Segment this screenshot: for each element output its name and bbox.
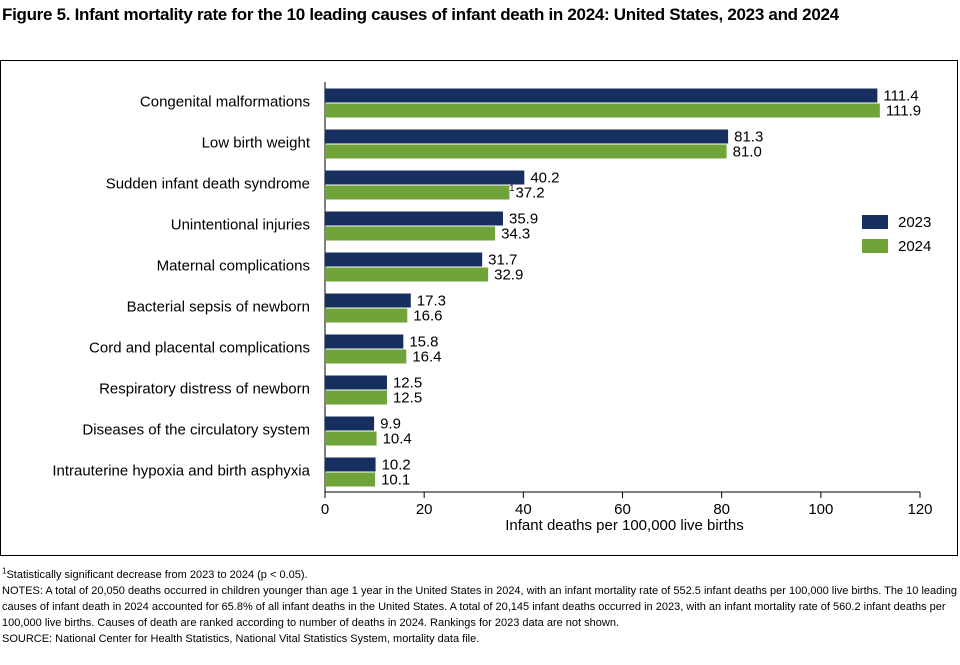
annotation: 1 <box>509 183 514 193</box>
bar <box>325 267 489 282</box>
value-label: 81.3 <box>734 128 763 145</box>
bar <box>325 293 411 308</box>
legend-label: 2024 <box>898 238 931 255</box>
value-label: 10.4 <box>383 430 412 447</box>
value-label: 10.1 <box>381 471 410 488</box>
bar <box>325 457 376 472</box>
legend-swatch <box>862 239 888 253</box>
y-tick-label: Cord and placental complications <box>89 339 310 356</box>
bar <box>325 103 880 118</box>
bar <box>325 226 496 241</box>
value-label: 16.4 <box>412 348 441 365</box>
bar <box>325 416 375 431</box>
y-tick-label: Bacterial sepsis of newborn <box>127 298 310 315</box>
footnote-text: Statistically significant decrease from … <box>6 569 308 581</box>
legend-swatch <box>862 215 888 229</box>
value-label: 111.9 <box>886 102 921 119</box>
value-label: 35.9 <box>509 210 538 227</box>
x-tick-label: 120 <box>907 501 932 518</box>
bar <box>325 144 727 159</box>
x-tick-label: 60 <box>614 501 631 518</box>
value-label: 12.5 <box>393 374 422 391</box>
bar <box>325 308 408 323</box>
x-tick-label: 100 <box>808 501 833 518</box>
value-label: 31.7 <box>488 251 517 268</box>
value-label: 16.6 <box>413 307 442 324</box>
bar <box>325 88 878 103</box>
bar <box>325 472 376 487</box>
y-tick-label: Intrauterine hypoxia and birth asphyxia <box>52 462 310 479</box>
bar <box>325 349 407 364</box>
bar <box>325 390 387 405</box>
bar <box>325 170 525 185</box>
value-label: 32.9 <box>494 266 523 283</box>
notes: NOTES: A total of 20,050 deaths occurred… <box>2 585 957 629</box>
value-label: 81.0 <box>733 143 762 160</box>
x-tick-label: 80 <box>713 501 730 518</box>
bar <box>325 185 510 200</box>
source: SOURCE: National Center for Health Stati… <box>2 633 480 645</box>
chart: 0 20 40 60 80 100 120 Infant deaths per 100,000… <box>0 60 958 556</box>
bar <box>325 129 729 144</box>
value-label: 9.9 <box>380 415 401 432</box>
chart-title: Figure 5. Infant mortality rate for the … <box>2 5 839 24</box>
x-tick-label: 20 <box>416 501 433 518</box>
value-label: 12.5 <box>393 389 422 406</box>
bar <box>325 211 504 226</box>
value-label: 34.3 <box>501 225 530 242</box>
bar <box>325 334 404 349</box>
y-tick-label: Unintentional injuries <box>171 216 310 233</box>
y-tick-label: Respiratory distress of newborn <box>99 380 310 397</box>
x-tick-label: 40 <box>515 501 532 518</box>
value-label: 15.8 <box>409 333 438 350</box>
value-label: 40.2 <box>530 169 559 186</box>
y-tick-label: Diseases of the circulatory system <box>82 421 310 438</box>
chart-frame <box>0 60 958 556</box>
bar <box>325 431 377 446</box>
x-axis-title: Infant deaths per 100,000 live births <box>505 517 744 534</box>
value-label: 37.2 <box>515 184 544 201</box>
footer: 1Statistically significant decrease from… <box>2 567 958 647</box>
value-label: 111.4 <box>883 87 918 104</box>
bar <box>325 252 483 267</box>
bar <box>325 375 387 390</box>
y-tick-label: Sudden infant death syndrome <box>106 175 310 192</box>
y-tick-label: Congenital malformations <box>140 93 310 110</box>
footnote-marker: 1 <box>2 566 7 576</box>
legend-label: 2023 <box>898 214 931 231</box>
value-label: 10.2 <box>382 456 411 473</box>
y-tick-label: Maternal complications <box>157 257 310 274</box>
y-tick-label: Low birth weight <box>202 134 311 151</box>
value-label: 17.3 <box>417 292 446 309</box>
footnote: 1Statistically significant decrease from… <box>2 567 958 583</box>
x-tick-label: 0 <box>321 501 329 518</box>
